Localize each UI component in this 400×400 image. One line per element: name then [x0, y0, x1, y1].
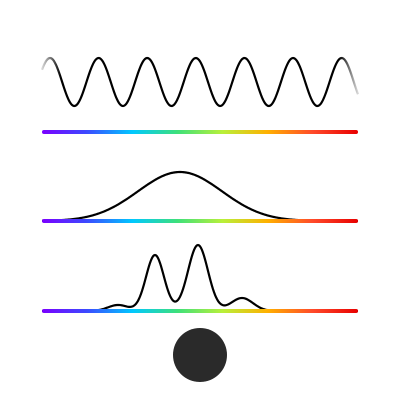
- single-peak-curve: [41, 170, 358, 223]
- spectrum-bar-1: [42, 130, 358, 134]
- multi-peak-curve: [42, 243, 358, 313]
- wave-panel: [40, 56, 360, 134]
- spectrum-bar-2: [42, 219, 358, 223]
- black-dot-icon: [173, 328, 227, 382]
- single-peak-panel: [41, 170, 358, 223]
- multi-peak-panel: [42, 243, 358, 313]
- spectrum-bar-3: [42, 309, 358, 313]
- sine-wave-curve: [40, 56, 360, 108]
